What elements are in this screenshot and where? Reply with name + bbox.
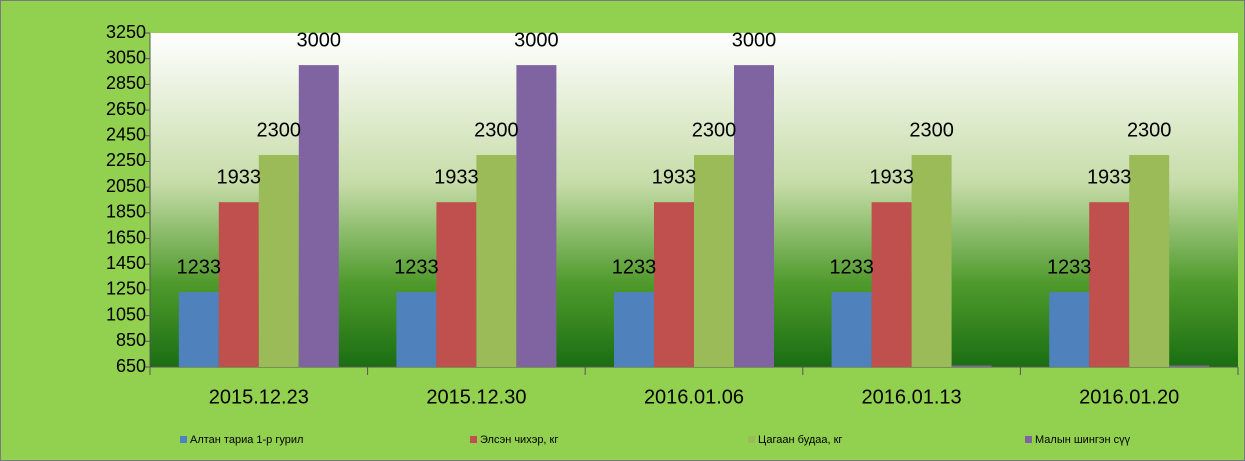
- bar: [218, 202, 259, 367]
- data-label: 1933: [652, 166, 697, 188]
- y-tick-label: 3050: [106, 47, 146, 67]
- data-label: 2300: [257, 119, 302, 141]
- data-label: 3000: [732, 29, 777, 51]
- bar: [951, 365, 992, 367]
- bar: [1169, 365, 1210, 367]
- bar: [911, 155, 952, 367]
- data-label: 2300: [692, 119, 737, 141]
- legend-label: Цагаан будаа, кг: [758, 434, 842, 446]
- data-label: 1233: [612, 256, 657, 278]
- y-tick-label: 2450: [106, 125, 146, 145]
- bar: [831, 292, 872, 367]
- bar: [516, 65, 557, 367]
- y-tick-label: 1450: [106, 253, 146, 273]
- bar: [614, 292, 654, 367]
- y-tick-label: 2650: [106, 99, 146, 119]
- bar: [654, 202, 694, 367]
- data-label: 1233: [829, 256, 874, 278]
- x-tick-label: 2016.01.13: [862, 386, 962, 408]
- bar: [436, 202, 477, 367]
- x-tick-label: 2016.01.06: [644, 386, 744, 408]
- legend-label: Алтан тариа 1-р гурил: [190, 434, 303, 446]
- bar: [1129, 155, 1170, 367]
- legend-swatch: [180, 436, 187, 443]
- y-tick-label: 1650: [106, 227, 146, 247]
- x-tick-label: 2016.01.20: [1079, 386, 1179, 408]
- data-label: 3000: [514, 29, 559, 51]
- data-label: 1933: [434, 166, 479, 188]
- y-tick-label: 2850: [106, 73, 146, 93]
- x-tick-label: 2015.12.30: [426, 386, 526, 408]
- data-label: 2300: [1127, 119, 1172, 141]
- y-tick-label: 3250: [106, 22, 146, 42]
- y-tick-label: 2050: [106, 176, 146, 196]
- bar: [1089, 202, 1130, 367]
- y-tick-label: 1250: [106, 279, 146, 299]
- bar: [1049, 292, 1090, 367]
- data-label: 1933: [1087, 166, 1132, 188]
- y-tick-label: 1850: [106, 202, 146, 222]
- bar: [734, 65, 774, 367]
- legend-label: Элсэн чихэр, кг: [480, 434, 558, 446]
- bar: [178, 292, 219, 367]
- y-tick-label: 850: [116, 330, 146, 350]
- y-tick-label: 1050: [106, 304, 146, 324]
- y-tick-label: 2250: [106, 150, 146, 170]
- bar: [476, 155, 517, 367]
- data-label: 2300: [909, 119, 954, 141]
- bar: [694, 155, 734, 367]
- data-label: 1933: [217, 166, 262, 188]
- data-label: 1233: [1047, 256, 1092, 278]
- x-tick-label: 2015.12.23: [209, 386, 309, 408]
- legend-label: Малын шингэн сүү: [1035, 434, 1131, 446]
- bar: [396, 292, 437, 367]
- legend-swatch: [748, 436, 755, 443]
- bar: [871, 202, 912, 367]
- bar: [298, 65, 339, 367]
- y-tick-label: 650: [116, 356, 146, 376]
- data-label: 3000: [297, 29, 342, 51]
- legend-swatch: [470, 436, 477, 443]
- data-label: 2300: [474, 119, 519, 141]
- data-label: 1933: [869, 166, 914, 188]
- bar: [258, 155, 299, 367]
- data-label: 1233: [394, 256, 439, 278]
- legend-swatch: [1025, 436, 1032, 443]
- data-label: 1233: [177, 256, 222, 278]
